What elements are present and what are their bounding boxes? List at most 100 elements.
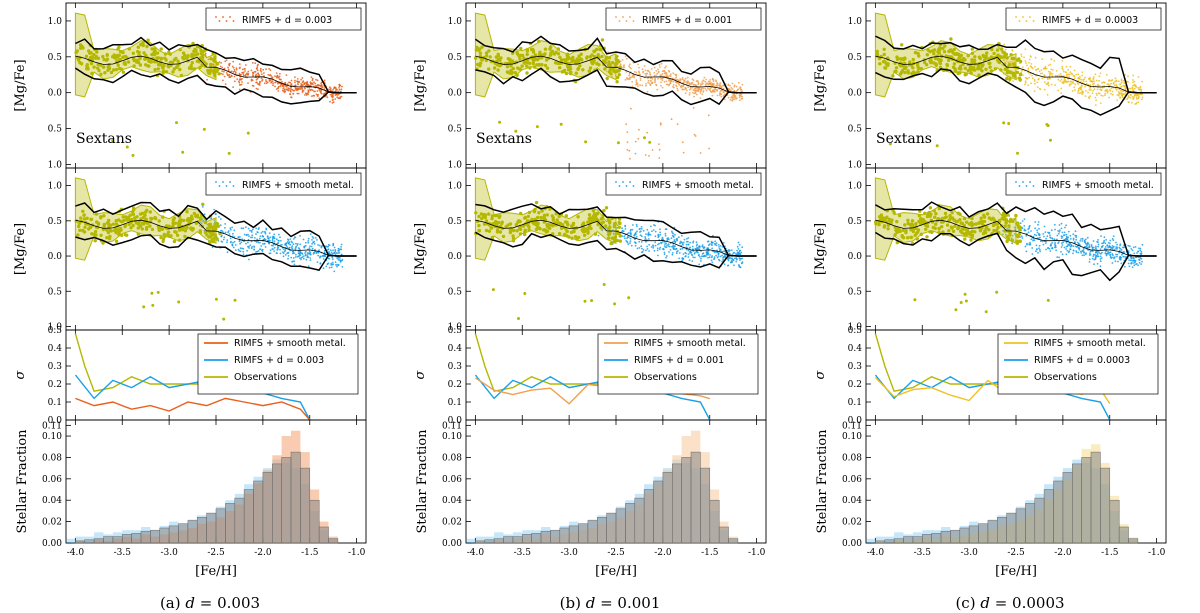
model-point xyxy=(1136,93,1139,96)
model-point xyxy=(638,71,641,74)
model-point xyxy=(297,88,300,90)
observation-point xyxy=(189,218,193,223)
observation-point xyxy=(183,229,188,233)
model-point xyxy=(687,237,690,239)
model-point xyxy=(656,249,659,252)
model-point xyxy=(282,86,285,88)
model-point xyxy=(1133,87,1136,90)
obs-hist-bar xyxy=(503,536,514,544)
model-point xyxy=(705,78,708,81)
y-axis-label: [Mg/Fe] xyxy=(13,223,28,275)
model-point xyxy=(687,249,690,252)
x-tick-label: -1.5 xyxy=(701,548,719,558)
observation-point xyxy=(94,56,98,60)
model-point xyxy=(685,252,688,255)
y-tick-label: 0.5 xyxy=(448,53,463,63)
model-point xyxy=(214,221,216,223)
model-point xyxy=(714,240,717,243)
observation-point xyxy=(519,211,523,216)
model-point xyxy=(1048,248,1051,250)
model-point xyxy=(1041,72,1044,75)
model-point xyxy=(295,245,298,248)
observation-point xyxy=(537,39,541,44)
model-point xyxy=(204,52,207,55)
observation-point xyxy=(97,68,101,73)
y-tick-label: 0.02 xyxy=(442,518,462,528)
model-point xyxy=(239,242,242,245)
observation-point xyxy=(480,45,484,49)
observation-point xyxy=(525,71,529,75)
model-point xyxy=(338,88,341,91)
observation-point xyxy=(989,55,994,59)
model-point xyxy=(699,97,702,99)
model-point xyxy=(689,87,692,90)
model-point xyxy=(727,83,730,86)
observation-point xyxy=(952,47,956,52)
legend-marker xyxy=(225,20,228,22)
model-point xyxy=(715,79,717,82)
model-point xyxy=(717,255,720,257)
model-point xyxy=(323,254,326,257)
model-point xyxy=(675,74,678,77)
observation-point xyxy=(556,47,561,51)
y-tick-label: 1.0 xyxy=(48,160,63,170)
panel-1-row-2: 1.00.50.00.51.0[Mg/Fe]RIMFS + smooth met… xyxy=(13,167,367,332)
model-point xyxy=(1139,249,1142,252)
observation-point xyxy=(946,58,951,62)
obs-hist-bar xyxy=(625,503,636,544)
y-tick-label: 0.5 xyxy=(48,53,63,63)
observation-point xyxy=(600,54,604,59)
model-point xyxy=(260,70,263,73)
model-point xyxy=(663,80,666,83)
model-point xyxy=(635,71,638,74)
model-point xyxy=(336,264,338,266)
y-tick-label: 0.5 xyxy=(848,287,863,297)
observation-point xyxy=(610,61,615,65)
observation-point xyxy=(144,217,148,221)
legend-box xyxy=(605,7,762,31)
legend-box xyxy=(1005,7,1162,31)
model-point xyxy=(1132,257,1135,259)
model-point xyxy=(637,137,640,140)
model-point xyxy=(741,95,743,98)
model-point xyxy=(318,97,321,100)
model-point xyxy=(240,83,243,86)
model-point xyxy=(220,62,223,64)
observation-point xyxy=(127,47,131,51)
model-point xyxy=(295,253,297,256)
model-point xyxy=(664,228,667,231)
observation-point xyxy=(525,52,529,57)
model-point xyxy=(712,82,715,85)
model-point xyxy=(316,84,319,87)
observation-point xyxy=(212,58,216,63)
model-point xyxy=(1095,245,1097,248)
observation-point xyxy=(136,232,140,236)
model-point xyxy=(679,248,682,251)
model-point xyxy=(639,79,642,81)
model-percentile-lines xyxy=(75,201,357,271)
model-point xyxy=(232,241,234,244)
model-point xyxy=(273,237,276,240)
model-point xyxy=(711,247,713,250)
model-point xyxy=(1092,76,1095,78)
model-point xyxy=(660,74,663,76)
observation-point xyxy=(952,52,957,56)
model-point xyxy=(1095,92,1098,95)
model-point xyxy=(277,87,279,90)
model-point xyxy=(642,249,645,251)
model-point xyxy=(1108,96,1110,99)
observation-point xyxy=(477,228,481,233)
model-point xyxy=(1057,242,1059,245)
observation-point xyxy=(490,214,495,218)
model-point xyxy=(1109,239,1112,242)
model-point xyxy=(1058,224,1061,226)
model-point xyxy=(698,263,701,266)
model-point xyxy=(301,89,304,92)
panel-3: 1.00.50.00.51.0[Mg/Fe]RIMFS + d = 0.0003… xyxy=(813,2,1167,612)
model-point xyxy=(645,72,648,75)
model-point xyxy=(254,237,256,239)
model-point xyxy=(224,83,227,85)
model-point xyxy=(680,86,683,89)
obs-hist-bar xyxy=(559,527,570,544)
model-point xyxy=(1089,252,1091,255)
